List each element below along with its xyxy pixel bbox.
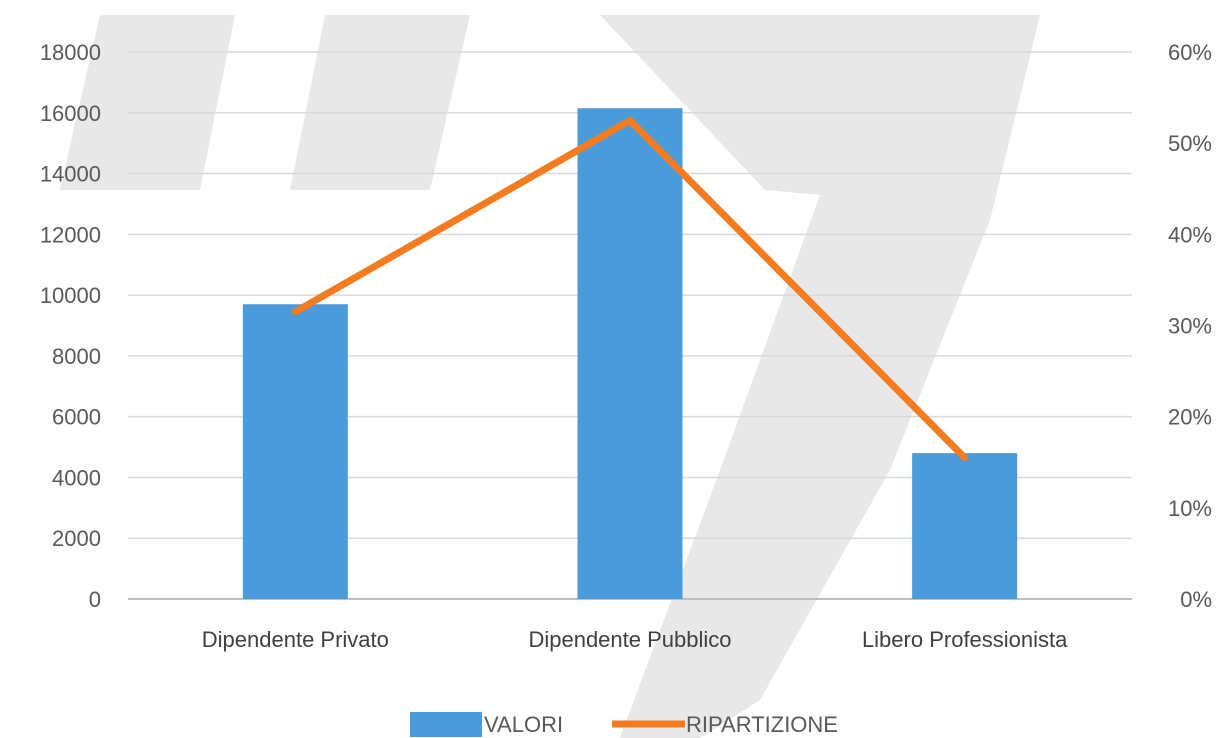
right-axis-ticks: 0% 10% 20% 30% 40% 50% 60%: [1168, 40, 1212, 612]
bar-2: [577, 108, 683, 599]
category-label: Dipendente Privato: [202, 627, 389, 652]
category-label: Dipendente Pubblico: [528, 627, 731, 652]
left-tick-label: 12000: [40, 222, 101, 247]
left-tick-label: 16000: [40, 101, 101, 126]
right-tick-label: 0%: [1180, 587, 1212, 612]
line-series: [291, 116, 969, 462]
right-tick-label: 30%: [1168, 314, 1212, 339]
category-labels: Dipendente Privato Dipendente Pubblico Lib…: [202, 627, 1068, 652]
legend: VALORI RIPARTIZIONE: [410, 712, 838, 737]
right-tick-label: 40%: [1168, 222, 1212, 247]
left-tick-label: 10000: [40, 283, 101, 308]
left-axis-ticks: 0 2000 4000 6000 8000 10000 12000 14000 16000 180…: [40, 40, 101, 612]
left-tick-label: 6000: [52, 405, 101, 430]
left-tick-label: 18000: [40, 40, 101, 65]
right-tick-label: 50%: [1168, 131, 1212, 156]
left-tick-label: 14000: [40, 162, 101, 187]
bar-3: [912, 453, 1018, 599]
watermark-quote: [60, 15, 1040, 738]
legend-label-valori: VALORI: [484, 712, 563, 737]
left-tick-label: 8000: [52, 344, 101, 369]
left-tick-label: 2000: [52, 526, 101, 551]
legend-swatch-valori: [410, 712, 482, 737]
right-tick-label: 20%: [1168, 405, 1212, 430]
left-tick-label: 4000: [52, 465, 101, 490]
legend-label-ripartizione: RIPARTIZIONE: [686, 712, 838, 737]
left-tick-label: 0: [89, 587, 101, 612]
right-tick-label: 10%: [1168, 496, 1212, 521]
bar-1: [242, 304, 348, 599]
category-label: Libero Professionista: [862, 627, 1068, 652]
bars: [242, 108, 1018, 599]
right-tick-label: 60%: [1168, 40, 1212, 65]
